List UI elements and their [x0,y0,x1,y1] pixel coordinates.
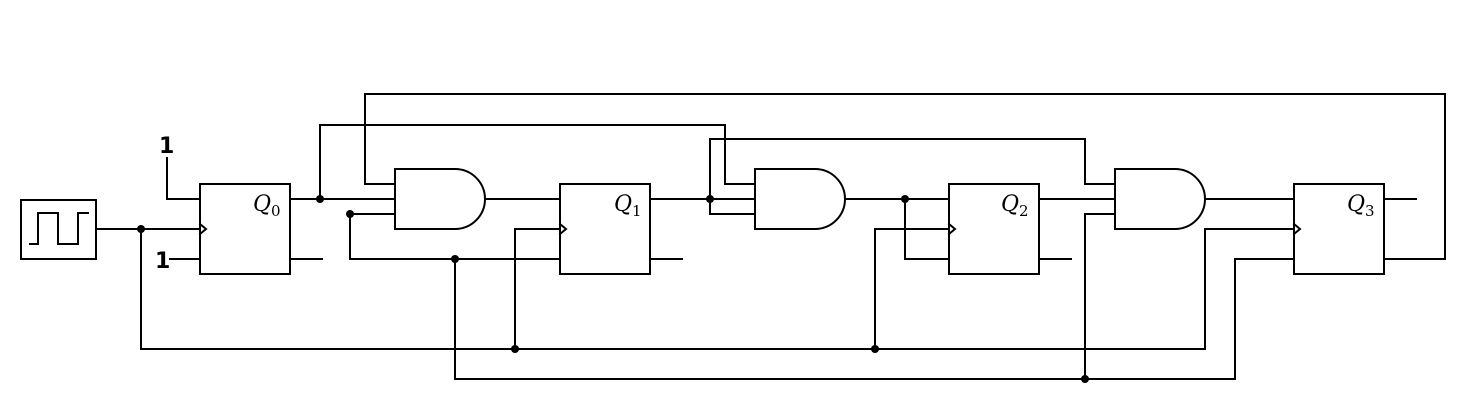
and-gate-2 [754,168,846,230]
k1-to-k3-wire [454,258,1295,380]
clock-wire-ff1 [514,228,561,350]
const-j-wire [166,157,201,200]
flip-flop-1: Q1 [558,183,651,275]
junction-dot [346,210,354,218]
const-1-bottom: 1 [155,249,170,274]
ff3-clock-marker [1292,222,1302,236]
junction-dot [451,255,459,263]
q3-feedback-wire [364,93,1446,260]
ff3-q-label: Q3 [1347,192,1375,220]
flip-flop-3: Q3 [1292,183,1385,275]
net-to-and3-wire [1084,213,1116,380]
wires [95,93,1446,380]
ff2-q-label: Q2 [1001,192,1029,220]
ff1-box [559,183,651,275]
clock-source [20,199,97,260]
junction-dot [706,195,714,203]
junction-dot [137,225,145,233]
clock-wire-ff2 [874,228,950,350]
clock-bus-wire [140,228,1295,350]
ff0-q-label: Q0 [253,192,281,220]
junction-dot [511,345,519,353]
and2-to-k2-wire [904,198,950,260]
ff0-q-subscript: 0 [271,202,281,220]
junctions [137,195,1089,383]
flip-flop-0: Q0 [198,183,291,275]
ff3-box [1293,183,1385,275]
const-1-top: 1 [159,134,174,159]
junction-dot [1081,375,1089,383]
and-gate-1 [394,168,486,230]
ff3-q-subscript: 3 [1365,202,1375,220]
ff2-box [948,183,1040,275]
ff0-box [199,183,291,275]
flip-flop-2: Q2 [947,183,1040,275]
ff1-q-label: Q1 [614,192,642,220]
and-to-k1-wire [349,213,561,260]
ff1-clock-marker [558,222,568,236]
q1-to-and3-wire [709,138,1116,200]
q0-to-and2-wire [319,124,756,200]
junction-dot [871,345,879,353]
ff0-clock-marker [198,222,208,236]
square-wave-icon [29,212,89,245]
ff2-q-subscript: 2 [1019,202,1029,220]
ff2-clock-marker [947,222,957,236]
junction-dot [316,195,324,203]
q1-to-and2-in3-wire [709,198,756,215]
and-gate-3 [1114,168,1206,230]
junction-dot [901,195,909,203]
ff1-q-subscript: 1 [632,202,642,220]
